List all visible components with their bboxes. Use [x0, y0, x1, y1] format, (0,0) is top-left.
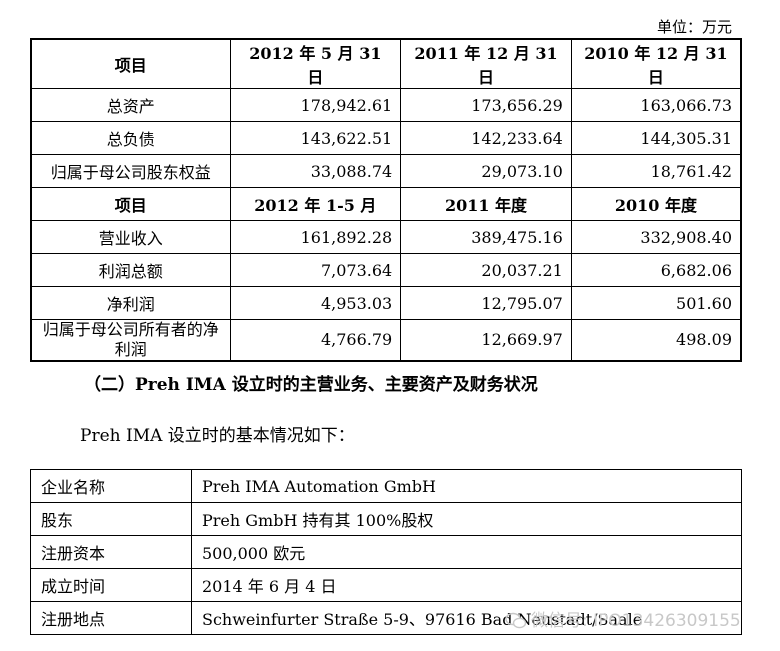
watermark-text: 微信号: IPO13426309155 [531, 611, 741, 631]
cell-value: 144,305.31 [570, 121, 742, 155]
cell-value: 389,475.16 [400, 220, 572, 254]
row-label: 归属于母公司所有者的净利润 [30, 319, 231, 362]
cell-value: 143,622.51 [229, 121, 402, 155]
cell-value: 142,233.64 [400, 121, 572, 155]
info-key: 股东 [30, 502, 192, 536]
info-key: 企业名称 [30, 469, 192, 503]
unit-label: 单位：万元 [656, 18, 732, 36]
cell-value: 6,682.06 [570, 253, 742, 287]
row-label: 净利润 [30, 286, 231, 320]
cell-value: 12,795.07 [400, 286, 572, 320]
cell-value: 33,088.74 [229, 154, 402, 188]
row-label: 营业收入 [30, 220, 231, 254]
table-row: 股东 Preh GmbH 持有其 100%股权 [30, 502, 742, 536]
cell-value: 20,037.21 [400, 253, 572, 287]
header-date-1: 2012 年 5 月 31 日 [229, 38, 402, 89]
table-row: 总资产 178,942.61 173,656.29 163,066.73 [30, 88, 742, 122]
table-row: 归属于母公司股东权益 33,088.74 29,073.10 18,761.42 [30, 154, 742, 188]
table-row: 归属于母公司所有者的净利润 4,766.79 12,669.97 498.09 [30, 319, 742, 362]
wechat-icon [505, 612, 527, 630]
table-row: 营业收入 161,892.28 389,475.16 332,908.40 [30, 220, 742, 254]
intro-paragraph: Preh IMA 设立时的基本情况如下： [80, 426, 355, 446]
row-label: 总资产 [30, 88, 231, 122]
balance-header-row: 项目 2012 年 5 月 31 日 2011 年 12 月 31 日 2010… [30, 38, 742, 89]
header-date-3: 2010 年 12 月 31 日 [570, 38, 742, 89]
info-value: Preh GmbH 持有其 100%股权 [191, 502, 742, 536]
header-date-2: 2011 年 12 月 31 日 [400, 38, 572, 89]
company-info-table: 企业名称 Preh IMA Automation GmbH 股东 Preh Gm… [30, 469, 742, 635]
header-item: 项目 [30, 187, 231, 221]
cell-value: 29,073.10 [400, 154, 572, 188]
cell-value: 163,066.73 [570, 88, 742, 122]
cell-value: 7,073.64 [229, 253, 402, 287]
row-label: 总负债 [30, 121, 231, 155]
table-row: 利润总额 7,073.64 20,037.21 6,682.06 [30, 253, 742, 287]
cell-value: 18,761.42 [570, 154, 742, 188]
cell-value: 498.09 [570, 319, 742, 362]
row-label: 利润总额 [30, 253, 231, 287]
header-period-2: 2011 年度 [400, 187, 572, 221]
financial-summary-table: 项目 2012 年 5 月 31 日 2011 年 12 月 31 日 2010… [30, 38, 742, 362]
income-header-row: 项目 2012 年 1-5 月 2011 年度 2010 年度 [30, 187, 742, 221]
row-label: 归属于母公司股东权益 [30, 154, 231, 188]
cell-value: 12,669.97 [400, 319, 572, 362]
cell-value: 161,892.28 [229, 220, 402, 254]
table-row: 净利润 4,953.03 12,795.07 501.60 [30, 286, 742, 320]
section-heading: （二）Preh IMA 设立时的主营业务、主要资产及财务状况 [84, 375, 538, 395]
info-key: 注册地点 [30, 601, 192, 635]
cell-value: 332,908.40 [570, 220, 742, 254]
cell-value: 173,656.29 [400, 88, 572, 122]
header-item: 项目 [30, 38, 231, 89]
table-row: 注册地点 Schweinfurter Straße 5-9、97616 Bad … [30, 601, 742, 635]
info-key: 成立时间 [30, 568, 192, 602]
table-row: 成立时间 2014 年 6 月 4 日 [30, 568, 742, 602]
cell-value: 4,766.79 [229, 319, 402, 362]
info-value: 500,000 欧元 [191, 535, 742, 569]
header-period-3: 2010 年度 [570, 187, 742, 221]
table-row: 企业名称 Preh IMA Automation GmbH [30, 469, 742, 503]
cell-value: 4,953.03 [229, 286, 402, 320]
info-key: 注册资本 [30, 535, 192, 569]
watermark: 微信号: IPO13426309155 [505, 606, 741, 631]
cell-value: 178,942.61 [229, 88, 402, 122]
table-row: 注册资本 500,000 欧元 [30, 535, 742, 569]
header-period-1: 2012 年 1-5 月 [229, 187, 402, 221]
info-value: Schweinfurter Straße 5-9、97616 Bad Neust… [191, 601, 742, 635]
info-value: Preh IMA Automation GmbH [191, 469, 742, 503]
info-value: 2014 年 6 月 4 日 [191, 568, 742, 602]
cell-value: 501.60 [570, 286, 742, 320]
table-row: 总负债 143,622.51 142,233.64 144,305.31 [30, 121, 742, 155]
